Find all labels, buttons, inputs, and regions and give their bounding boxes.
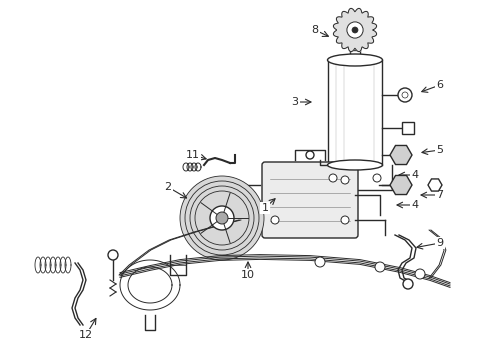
Ellipse shape bbox=[327, 54, 382, 66]
Text: 9: 9 bbox=[436, 238, 443, 248]
Circle shape bbox=[180, 176, 264, 260]
Polygon shape bbox=[389, 145, 411, 165]
Text: 5: 5 bbox=[436, 145, 443, 155]
Text: 7: 7 bbox=[436, 190, 443, 200]
Text: 10: 10 bbox=[241, 270, 254, 280]
Text: 3: 3 bbox=[291, 97, 298, 107]
Bar bbox=[401, 122, 413, 134]
Text: 1: 1 bbox=[261, 203, 268, 213]
Polygon shape bbox=[333, 8, 376, 51]
Text: 2: 2 bbox=[164, 182, 171, 192]
Circle shape bbox=[305, 151, 313, 159]
Circle shape bbox=[340, 216, 348, 224]
Circle shape bbox=[372, 174, 380, 182]
Text: 6: 6 bbox=[436, 80, 443, 90]
Circle shape bbox=[216, 212, 227, 224]
Circle shape bbox=[374, 262, 384, 272]
Text: 11: 11 bbox=[185, 150, 200, 160]
Circle shape bbox=[209, 206, 234, 230]
Text: 8: 8 bbox=[311, 25, 318, 35]
Text: 12: 12 bbox=[79, 330, 93, 340]
Circle shape bbox=[328, 174, 336, 182]
FancyBboxPatch shape bbox=[262, 162, 357, 238]
Circle shape bbox=[351, 27, 357, 33]
Circle shape bbox=[270, 216, 279, 224]
Circle shape bbox=[314, 257, 325, 267]
Circle shape bbox=[340, 176, 348, 184]
Circle shape bbox=[108, 250, 118, 260]
Text: 4: 4 bbox=[410, 170, 418, 180]
Circle shape bbox=[346, 22, 363, 38]
Text: 4: 4 bbox=[410, 200, 418, 210]
Ellipse shape bbox=[327, 160, 382, 170]
Circle shape bbox=[401, 92, 407, 98]
Polygon shape bbox=[389, 175, 411, 194]
Polygon shape bbox=[427, 179, 441, 191]
Circle shape bbox=[402, 279, 412, 289]
Circle shape bbox=[414, 269, 424, 279]
Circle shape bbox=[397, 88, 411, 102]
